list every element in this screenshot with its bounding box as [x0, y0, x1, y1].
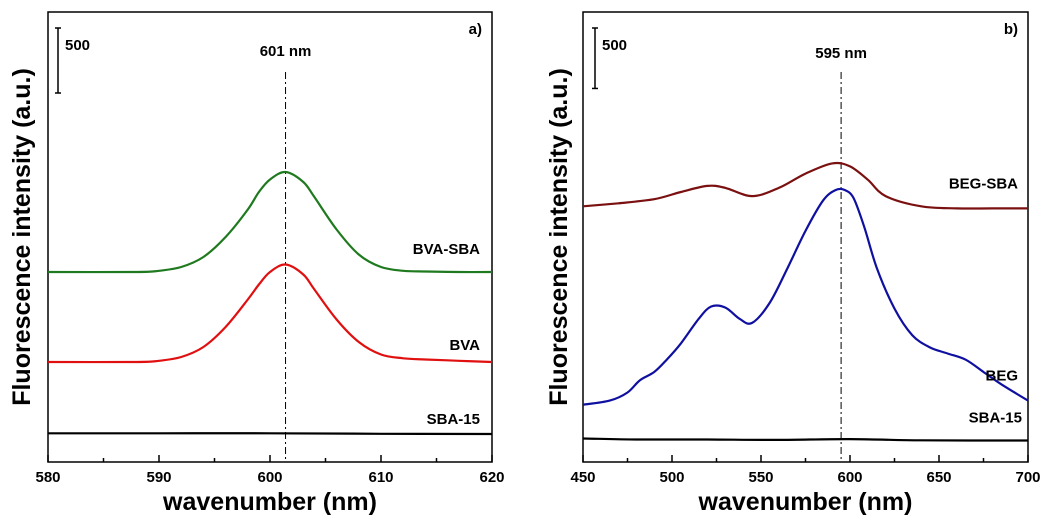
x-tick-label: 620	[479, 469, 504, 486]
series-label: SBA-15	[427, 411, 480, 428]
x-tick-label: 700	[1015, 469, 1040, 486]
series-label: BVA	[449, 337, 480, 354]
scale-bar: 500	[592, 27, 627, 90]
x-tick-label: 450	[570, 469, 595, 486]
series-label: BEG-SBA	[949, 175, 1018, 192]
chart-panel-a: 580 590 600 610 620 wavenumber (nm) Fluorescen…	[8, 11, 505, 516]
scale-bar-label: 500	[65, 37, 90, 54]
scale-bar-label: 500	[602, 37, 627, 54]
series-label: BVA-SBA	[413, 241, 480, 258]
x-tick-label: 550	[748, 469, 773, 486]
chart-panel-b: 450 500 550 600 650 700 wavenumber (nm) Fluores…	[545, 11, 1041, 516]
panel-label: a)	[469, 21, 482, 38]
x-tick-label: 500	[659, 469, 684, 486]
plot-frame	[582, 11, 1029, 463]
series-line-sba-15	[48, 432, 493, 436]
series-line-bva-sba	[47, 170, 493, 274]
x-tick-label: 600	[257, 469, 282, 486]
series-label: SBA-15	[969, 410, 1022, 427]
scale-bar: 500	[55, 27, 90, 94]
x-axis-title: wavenumber (nm)	[698, 488, 913, 516]
plot-frame	[47, 11, 493, 463]
x-tick-label: 610	[368, 469, 393, 486]
x-tick-label: 650	[926, 469, 951, 486]
panel-label: b)	[1004, 21, 1018, 38]
x-tick-label: 600	[837, 469, 862, 486]
x-tick-label: 580	[35, 469, 60, 486]
x-axis-title: wavenumber (nm)	[162, 488, 377, 516]
y-axis-title: Fluorescence intensity (a.u.)	[545, 68, 573, 406]
series-line-beg	[582, 187, 1029, 406]
series-line-bva	[47, 263, 493, 364]
y-axis-title: Fluorescence intensity (a.u.)	[8, 68, 36, 406]
series-line-sba-15	[582, 437, 1029, 442]
reference-line-label: 595 nm	[815, 45, 867, 62]
x-tick-label: 590	[146, 469, 171, 486]
series-label: BEG	[985, 368, 1018, 385]
series-line-beg-sba	[582, 161, 1028, 210]
reference-line-label: 601 nm	[260, 43, 312, 60]
